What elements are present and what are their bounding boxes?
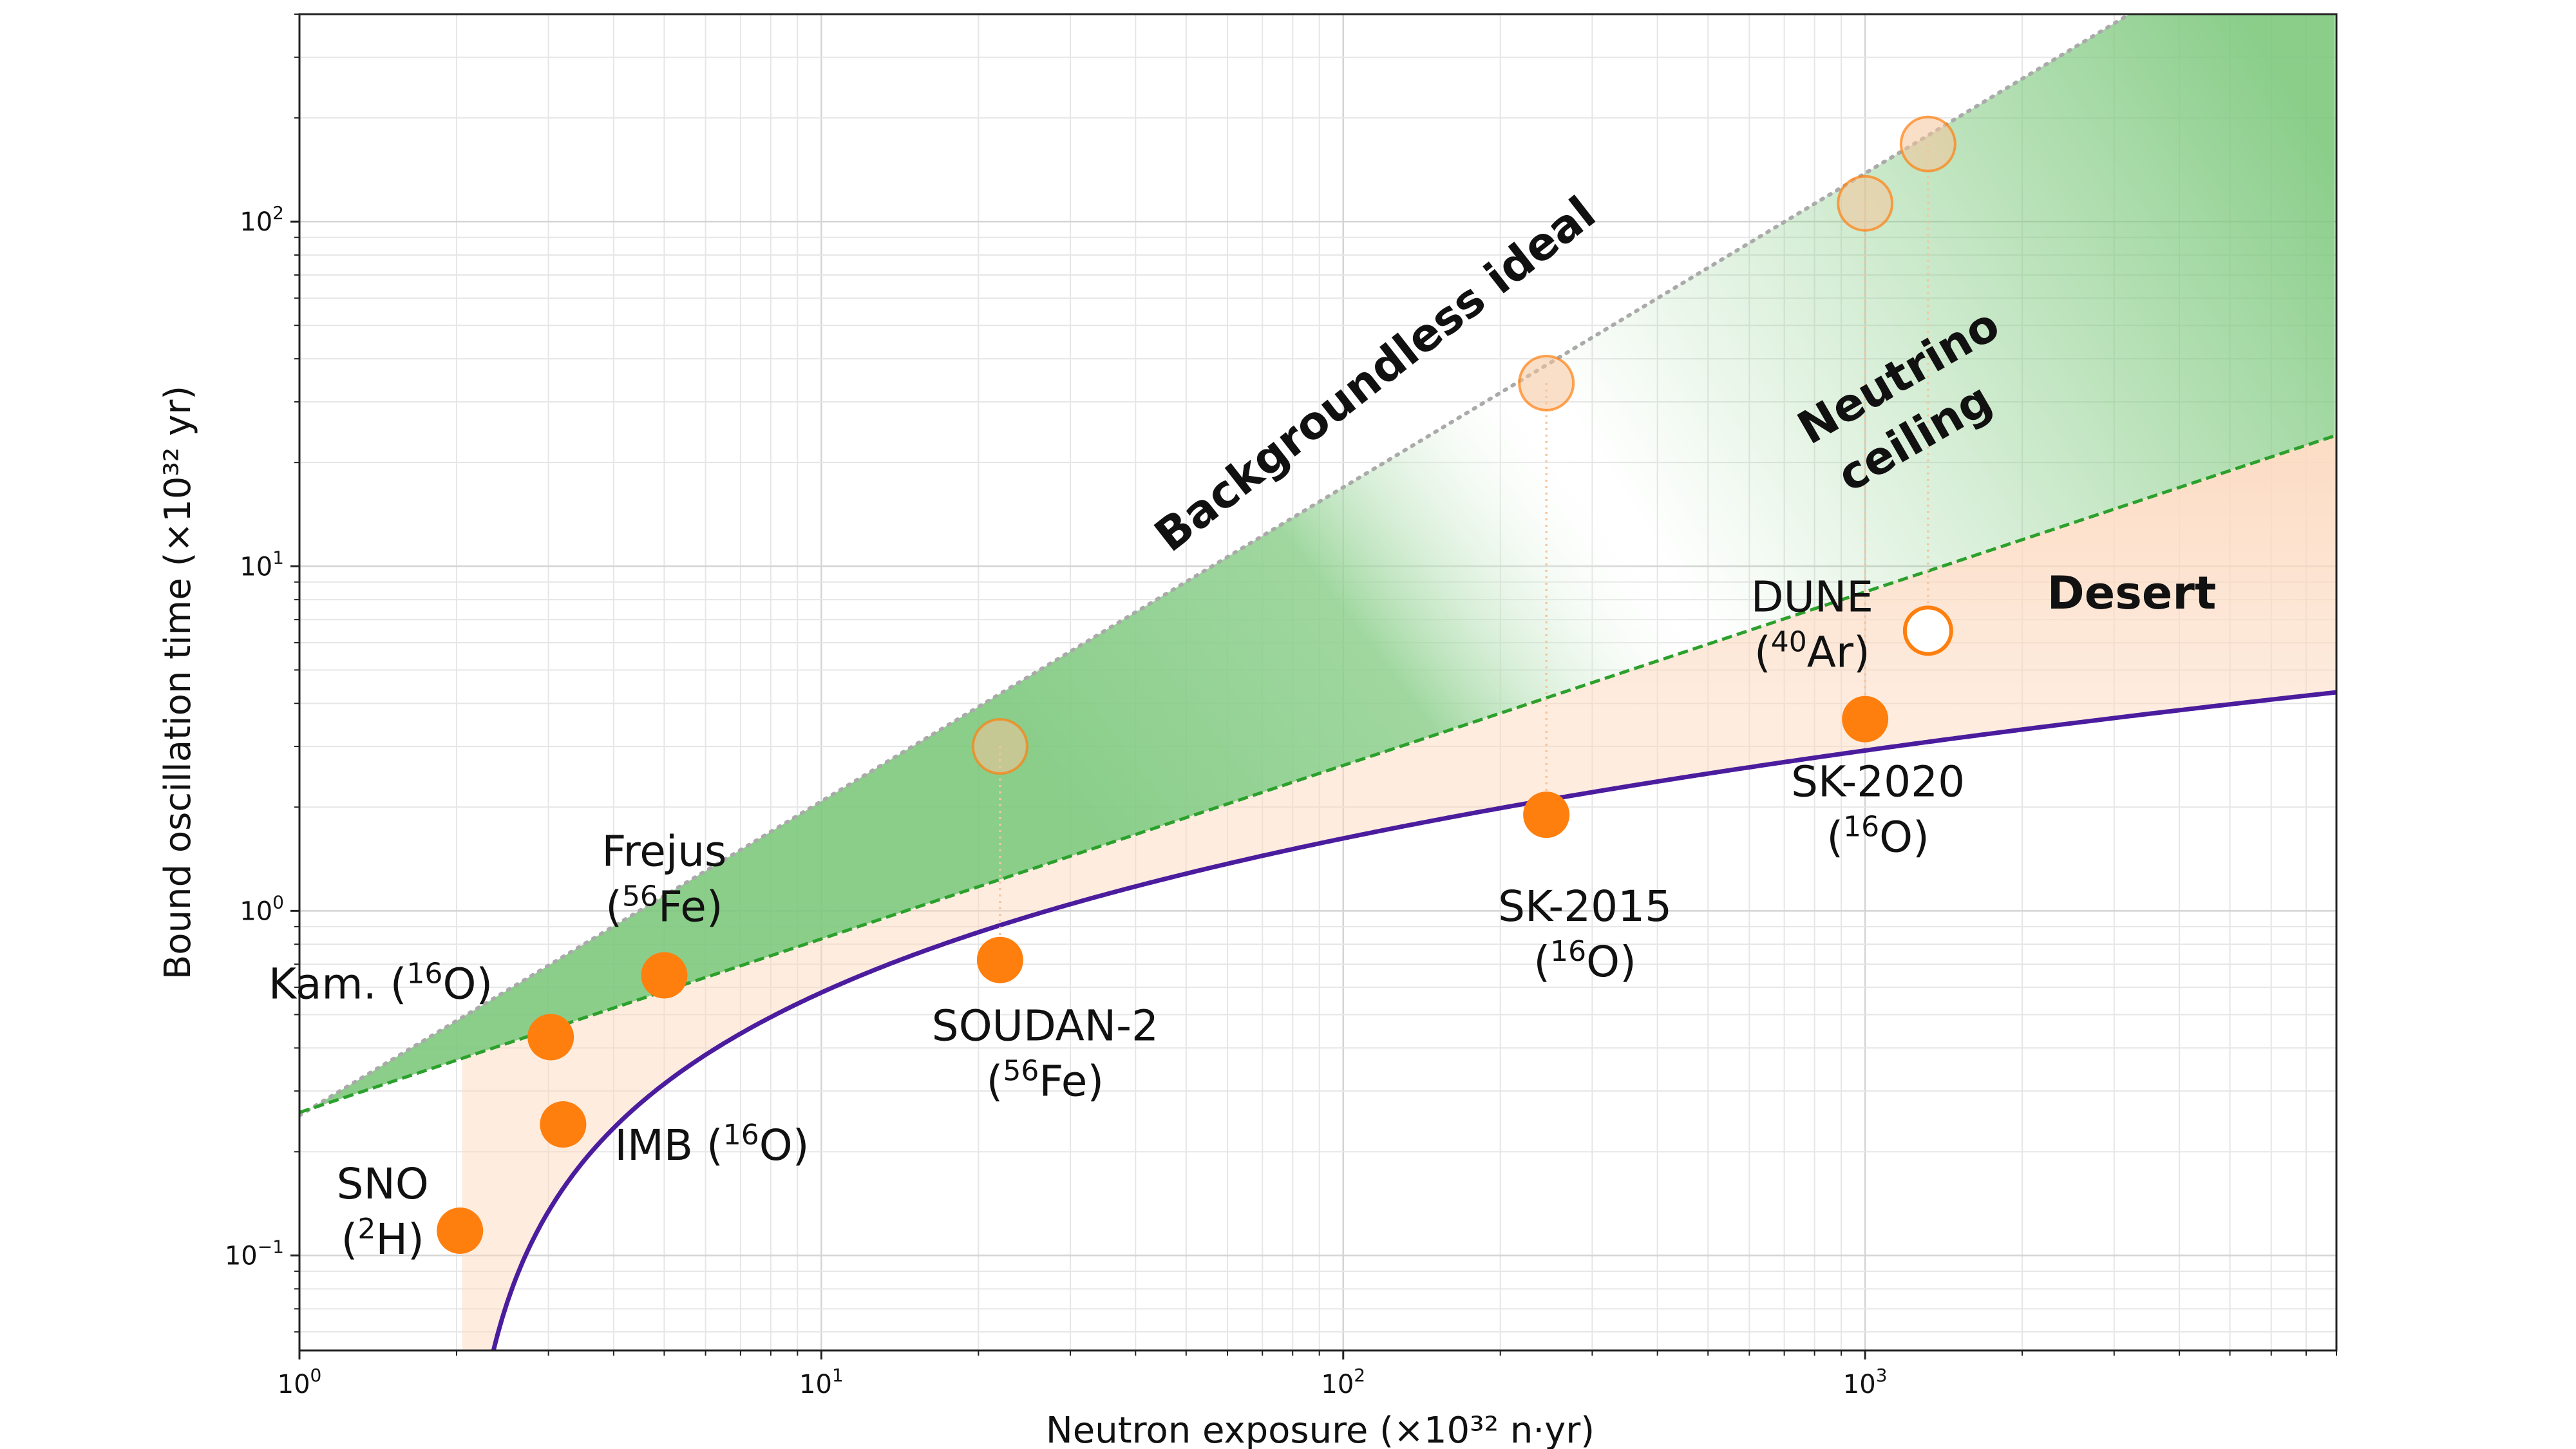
sno-marker bbox=[437, 1207, 484, 1254]
backgroundless-ideal-line bbox=[299, 14, 2134, 1117]
dune-open-marker bbox=[1902, 605, 1953, 656]
soudan-2-label: SOUDAN-2 bbox=[932, 1001, 1159, 1051]
x-tick-label: 102 bbox=[1321, 1365, 1365, 1399]
y-tick-label: 102 bbox=[240, 202, 284, 237]
bound-curve bbox=[491, 690, 2336, 1350]
soudan-2-nucleus-label: (56Fe) bbox=[987, 1055, 1104, 1106]
y-tick-label: 100 bbox=[240, 891, 284, 926]
imb-marker bbox=[540, 1101, 587, 1148]
experiment-labels: SNO(2H)IMB (16O)Kam. (16O)Frejus(56Fe)SO… bbox=[269, 572, 1965, 1264]
x-tick-label: 101 bbox=[799, 1365, 844, 1399]
y-tick-label: 101 bbox=[240, 547, 284, 582]
sno-label: SNO bbox=[337, 1159, 429, 1209]
sk-2020-marker bbox=[1842, 696, 1889, 743]
data-points bbox=[437, 115, 1956, 1254]
frejus-label: Frejus bbox=[601, 826, 726, 876]
plot-frame bbox=[298, 13, 2338, 1352]
dune-nucleus-label: (40Ar) bbox=[1754, 625, 1870, 677]
x-tick-label: 103 bbox=[1843, 1365, 1888, 1399]
neutrino-ceiling-fill-upper bbox=[299, 14, 2335, 1115]
dune-ideal-marker bbox=[1899, 115, 1956, 173]
kam-label: Kam. (16O) bbox=[269, 957, 493, 1009]
x-tick-label: 100 bbox=[278, 1365, 322, 1399]
sk-2020-nucleus-label: (16O) bbox=[1826, 811, 1929, 862]
chart-lines bbox=[299, 14, 2336, 1350]
sk-2015-marker bbox=[1523, 791, 1570, 838]
kam-marker bbox=[527, 1014, 574, 1061]
soudan-2-ideal-marker bbox=[971, 718, 1028, 775]
imb-label: IMB (16O) bbox=[614, 1119, 809, 1170]
neutrino-ceiling-line bbox=[299, 433, 2336, 1114]
desert-fill bbox=[462, 435, 2336, 1350]
sno-nucleus-label: (2H) bbox=[341, 1213, 424, 1264]
frejus-marker bbox=[641, 952, 688, 999]
desert-label: Desert bbox=[2047, 567, 2217, 620]
sk-2015-ideal-marker bbox=[1518, 354, 1575, 412]
sk-2015-label: SK-2015 bbox=[1498, 882, 1672, 931]
axis-ticks: 100 101 102 103 10−1 100 101 102 bbox=[225, 14, 2337, 1399]
region-fills bbox=[299, 14, 2336, 1350]
x-axis-label: Neutron exposure (×10³² n·yr) bbox=[1046, 1410, 1595, 1449]
dune-label: DUNE bbox=[1751, 572, 1873, 621]
sk-2015-nucleus-label: (16O) bbox=[1533, 935, 1636, 987]
sk-2020-label: SK-2020 bbox=[1791, 757, 1965, 807]
frejus-nucleus-label: (56Fe) bbox=[605, 880, 723, 931]
soudan-2-marker bbox=[976, 936, 1023, 983]
sk-2020-ideal-marker bbox=[1837, 175, 1894, 232]
y-tick-label: 10−1 bbox=[225, 1236, 284, 1271]
y-axis-label: Bound oscillation time (×10³² yr) bbox=[157, 386, 199, 980]
